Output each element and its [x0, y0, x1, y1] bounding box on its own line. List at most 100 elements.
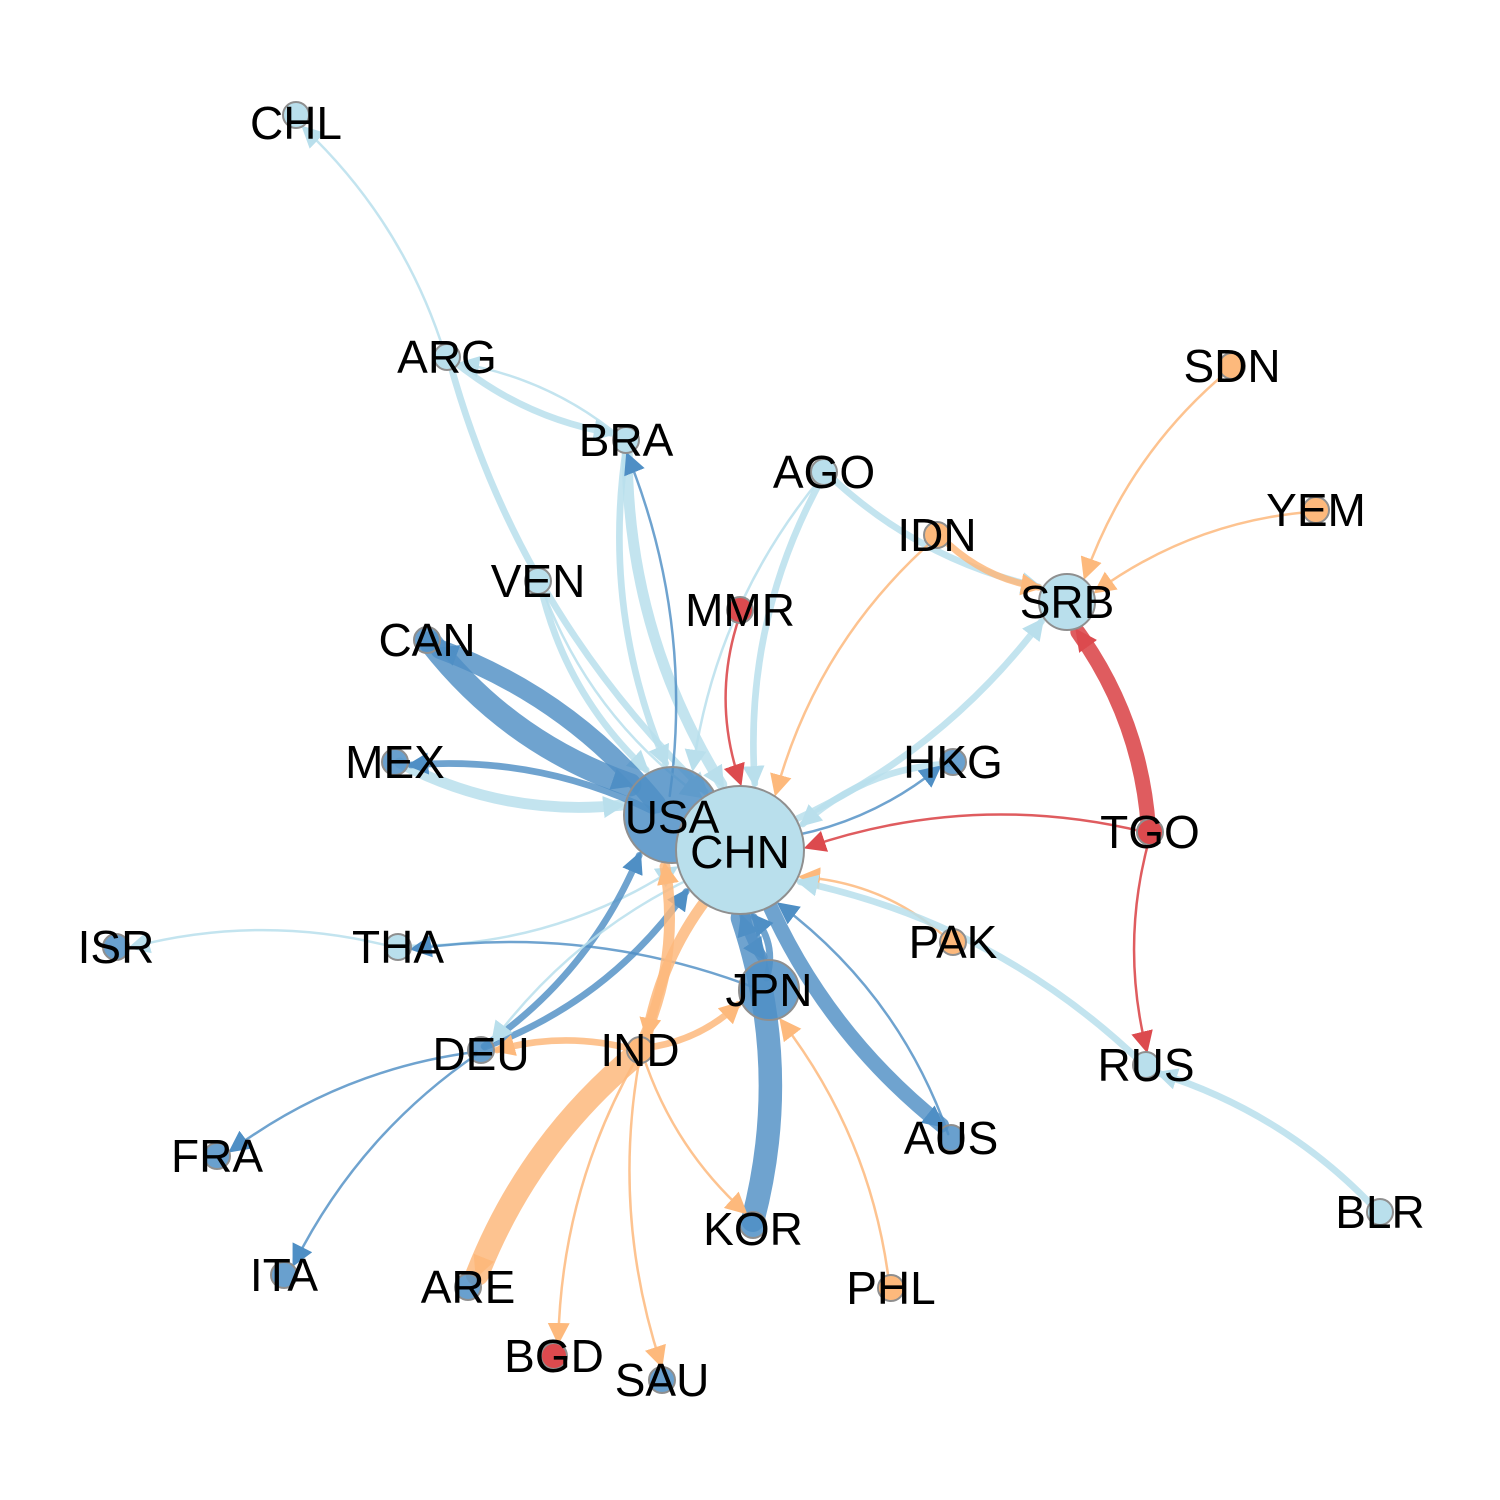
node-label-can: CAN: [378, 614, 475, 666]
edge-sdn-to-srb: [1080, 368, 1231, 580]
node-label-phl: PHL: [846, 1262, 935, 1314]
node-yem[interactable]: [1302, 496, 1330, 524]
edge-usa-to-mex: [406, 752, 657, 815]
node-label-yem: YEM: [1266, 484, 1366, 536]
node-label-ago: AGO: [773, 446, 875, 498]
labels-layer: CHL ARG BRA AGO SDN YEM IDN SRB VEN MMR CAN MEX USAC…: [78, 97, 1425, 1406]
node-label-sdn: SDN: [1183, 340, 1280, 392]
node-can[interactable]: [413, 626, 441, 654]
edge-ind-to-are: [465, 1042, 649, 1286]
edge-yem-to-srb: [1093, 510, 1313, 594]
node-mex[interactable]: [381, 748, 409, 776]
node-label-jpn: JPN: [726, 964, 813, 1016]
edge-mmr-to-chn: [723, 613, 745, 787]
node-fra[interactable]: [203, 1142, 231, 1170]
node-are[interactable]: [454, 1273, 482, 1301]
edge-blr-to-rus: [1155, 1068, 1380, 1213]
node-pak[interactable]: [939, 928, 967, 956]
node-label-isr: ISR: [78, 921, 155, 973]
edge-tgo-to-srb: [1070, 624, 1156, 836]
edge-usa-to-bra: [624, 451, 678, 798]
node-ago[interactable]: [810, 458, 838, 486]
node-ind[interactable]: [626, 1036, 654, 1064]
node-rus[interactable]: [1132, 1051, 1160, 1079]
edge-arg-to-bra: [448, 355, 616, 442]
node-chl[interactable]: [282, 101, 310, 129]
node-sau[interactable]: [648, 1366, 676, 1394]
node-sdn[interactable]: [1218, 352, 1246, 380]
node-blr[interactable]: [1366, 1198, 1394, 1226]
nodes-layer: [102, 101, 1394, 1394]
edge-ind-to-deu: [492, 1034, 639, 1056]
node-label-fra: FRA: [171, 1130, 263, 1182]
edge-ind-to-bgd: [547, 1053, 640, 1345]
node-label-hkg: HKG: [903, 736, 1003, 788]
node-aus[interactable]: [937, 1124, 965, 1152]
node-label-tgo: TGO: [1100, 806, 1200, 858]
node-idn[interactable]: [923, 521, 951, 549]
node-ita[interactable]: [270, 1261, 298, 1289]
node-hkg[interactable]: [939, 748, 967, 776]
node-label-usa: USA: [625, 791, 720, 843]
edge-deu-to-fra: [228, 1050, 478, 1153]
edge-ind-to-sau: [628, 1053, 666, 1369]
edge-tha-to-isr: [127, 928, 395, 954]
edge-chn-to-aus: [747, 863, 950, 1133]
node-label-blr: BLR: [1335, 1186, 1424, 1238]
edge-rus-to-chn: [795, 874, 1146, 1067]
node-label-chl: CHL: [250, 97, 342, 149]
node-label-aus: AUS: [904, 1112, 999, 1164]
node-deu[interactable]: [467, 1036, 495, 1064]
node-label-sau: SAU: [615, 1354, 710, 1406]
node-tha[interactable]: [384, 933, 412, 961]
edge-phl-to-jpn: [779, 1018, 891, 1285]
node-label-kor: KOR: [703, 1203, 803, 1255]
edge-idn-to-chn: [770, 537, 936, 797]
node-label-chn: CHN: [690, 826, 790, 878]
node-label-mex: MEX: [345, 736, 445, 788]
node-label-bra: BRA: [579, 414, 674, 466]
node-label-pak: PAK: [909, 916, 998, 968]
edge-aus-to-chn: [776, 902, 950, 1136]
edge-idn-to-srb: [937, 533, 1043, 596]
edge-bra-to-usa: [616, 441, 670, 768]
edge-kor-to-chn: [730, 906, 783, 1232]
node-phl[interactable]: [877, 1274, 905, 1302]
node-label-ind: IND: [600, 1024, 679, 1076]
node-tgo[interactable]: [1136, 818, 1164, 846]
node-jpn[interactable]: [738, 959, 800, 1021]
node-mmr[interactable]: [726, 596, 754, 624]
node-label-idn: IDN: [897, 509, 976, 561]
edge-ind-to-jpn: [641, 1000, 742, 1052]
node-srb[interactable]: [1038, 573, 1096, 631]
node-label-ita: ITA: [250, 1249, 318, 1301]
edge-deu-to-ita: [292, 1052, 480, 1267]
edge-arg-to-chl: [301, 125, 446, 355]
node-bra[interactable]: [612, 426, 640, 454]
node-chn[interactable]: [675, 785, 805, 915]
edge-ven-to-usa: [537, 581, 650, 774]
node-label-rus: RUS: [1097, 1039, 1194, 1091]
edge-ago-to-chn: [742, 473, 827, 788]
edge-ind-to-kor: [641, 1052, 748, 1215]
node-bgd[interactable]: [540, 1342, 568, 1370]
node-label-arg: ARG: [397, 331, 497, 383]
edge-chn-to-srb: [757, 617, 1045, 838]
node-label-srb: SRB: [1020, 576, 1115, 628]
node-label-deu: DEU: [432, 1028, 529, 1080]
node-label-bgd: BGD: [504, 1330, 604, 1382]
node-isr[interactable]: [102, 933, 130, 961]
node-arg[interactable]: [433, 343, 461, 371]
node-label-tha: THA: [352, 921, 444, 973]
node-label-are: ARE: [421, 1261, 516, 1313]
edges-layer: [127, 125, 1380, 1369]
node-ven[interactable]: [524, 567, 552, 595]
edge-mex-to-usa: [394, 757, 627, 818]
edge-tgo-to-rus: [1131, 835, 1153, 1054]
edge-tgo-to-chn: [803, 813, 1147, 852]
node-kor[interactable]: [739, 1211, 767, 1239]
node-label-mmr: MMR: [685, 584, 795, 636]
node-label-ven: VEN: [491, 555, 586, 607]
edge-can-to-usa: [419, 631, 642, 797]
